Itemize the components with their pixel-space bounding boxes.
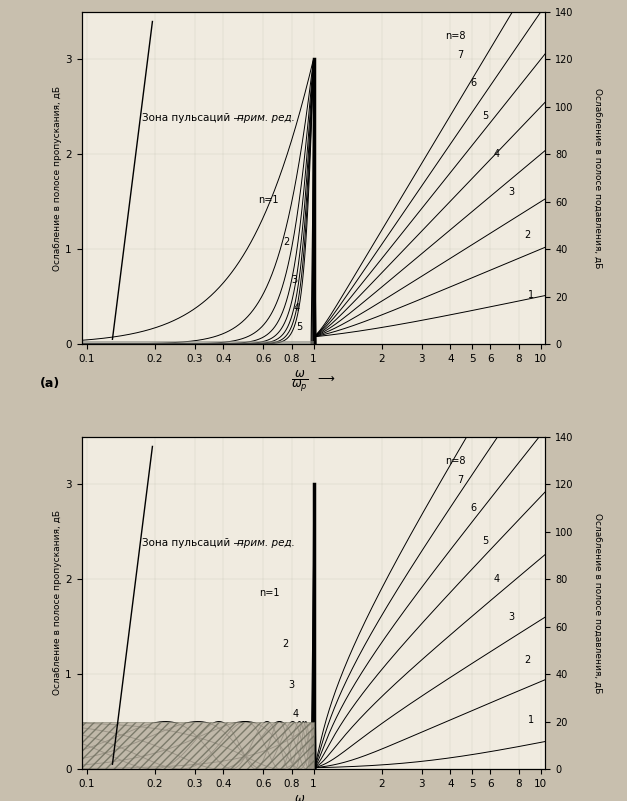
Text: Зона пульсаций —: Зона пульсаций — — [142, 538, 247, 548]
Text: Зона пульсаций —: Зона пульсаций — — [142, 113, 247, 123]
Text: 6: 6 — [470, 503, 477, 513]
Bar — [82, 722, 314, 769]
Text: 2: 2 — [282, 638, 288, 649]
Text: 3: 3 — [288, 681, 295, 690]
Text: n=8: n=8 — [445, 456, 466, 465]
Y-axis label: Ослабление в полосе пропускания, дБ: Ослабление в полосе пропускания, дБ — [53, 86, 62, 271]
Text: 4: 4 — [493, 149, 500, 159]
Text: 2: 2 — [525, 230, 531, 240]
Text: прим. ред.: прим. ред. — [237, 113, 295, 123]
Text: 1: 1 — [528, 290, 534, 300]
Text: 2: 2 — [283, 236, 290, 247]
Text: 4: 4 — [294, 303, 300, 313]
Y-axis label: Ослабление в полосе подавления, дБ: Ослабление в полосе подавления, дБ — [593, 88, 602, 268]
Text: 4: 4 — [293, 709, 299, 719]
Text: 3: 3 — [508, 187, 514, 197]
Text: (а): (а) — [40, 377, 60, 390]
Text: 5: 5 — [296, 322, 302, 332]
X-axis label: $\dfrac{\omega}{\omega_p}$  $\longrightarrow$: $\dfrac{\omega}{\omega_p}$ $\longrightar… — [291, 793, 336, 801]
Text: n=1: n=1 — [258, 195, 278, 205]
Text: 3: 3 — [291, 275, 297, 284]
Text: 5: 5 — [482, 111, 488, 122]
Text: 7: 7 — [458, 475, 464, 485]
Text: 1: 1 — [528, 714, 534, 725]
Text: 7: 7 — [458, 50, 464, 60]
Text: прим. ред.: прим. ред. — [237, 538, 295, 548]
Text: n=8: n=8 — [445, 30, 466, 41]
Y-axis label: Ослабление в полосе подавления, дБ: Ослабление в полосе подавления, дБ — [593, 513, 602, 693]
Text: 6: 6 — [470, 78, 477, 88]
Y-axis label: Ослабление в полосе пропускания, дБ: Ослабление в полосе пропускания, дБ — [53, 510, 62, 695]
Text: n=1: n=1 — [260, 589, 280, 598]
Text: 3: 3 — [508, 612, 514, 622]
Text: 4: 4 — [493, 574, 500, 584]
Bar — [82, 341, 314, 344]
Text: 5: 5 — [482, 537, 488, 546]
X-axis label: $\dfrac{\omega}{\omega_p}$  $\longrightarrow$: $\dfrac{\omega}{\omega_p}$ $\longrightar… — [291, 368, 336, 393]
Text: 2: 2 — [525, 655, 531, 665]
